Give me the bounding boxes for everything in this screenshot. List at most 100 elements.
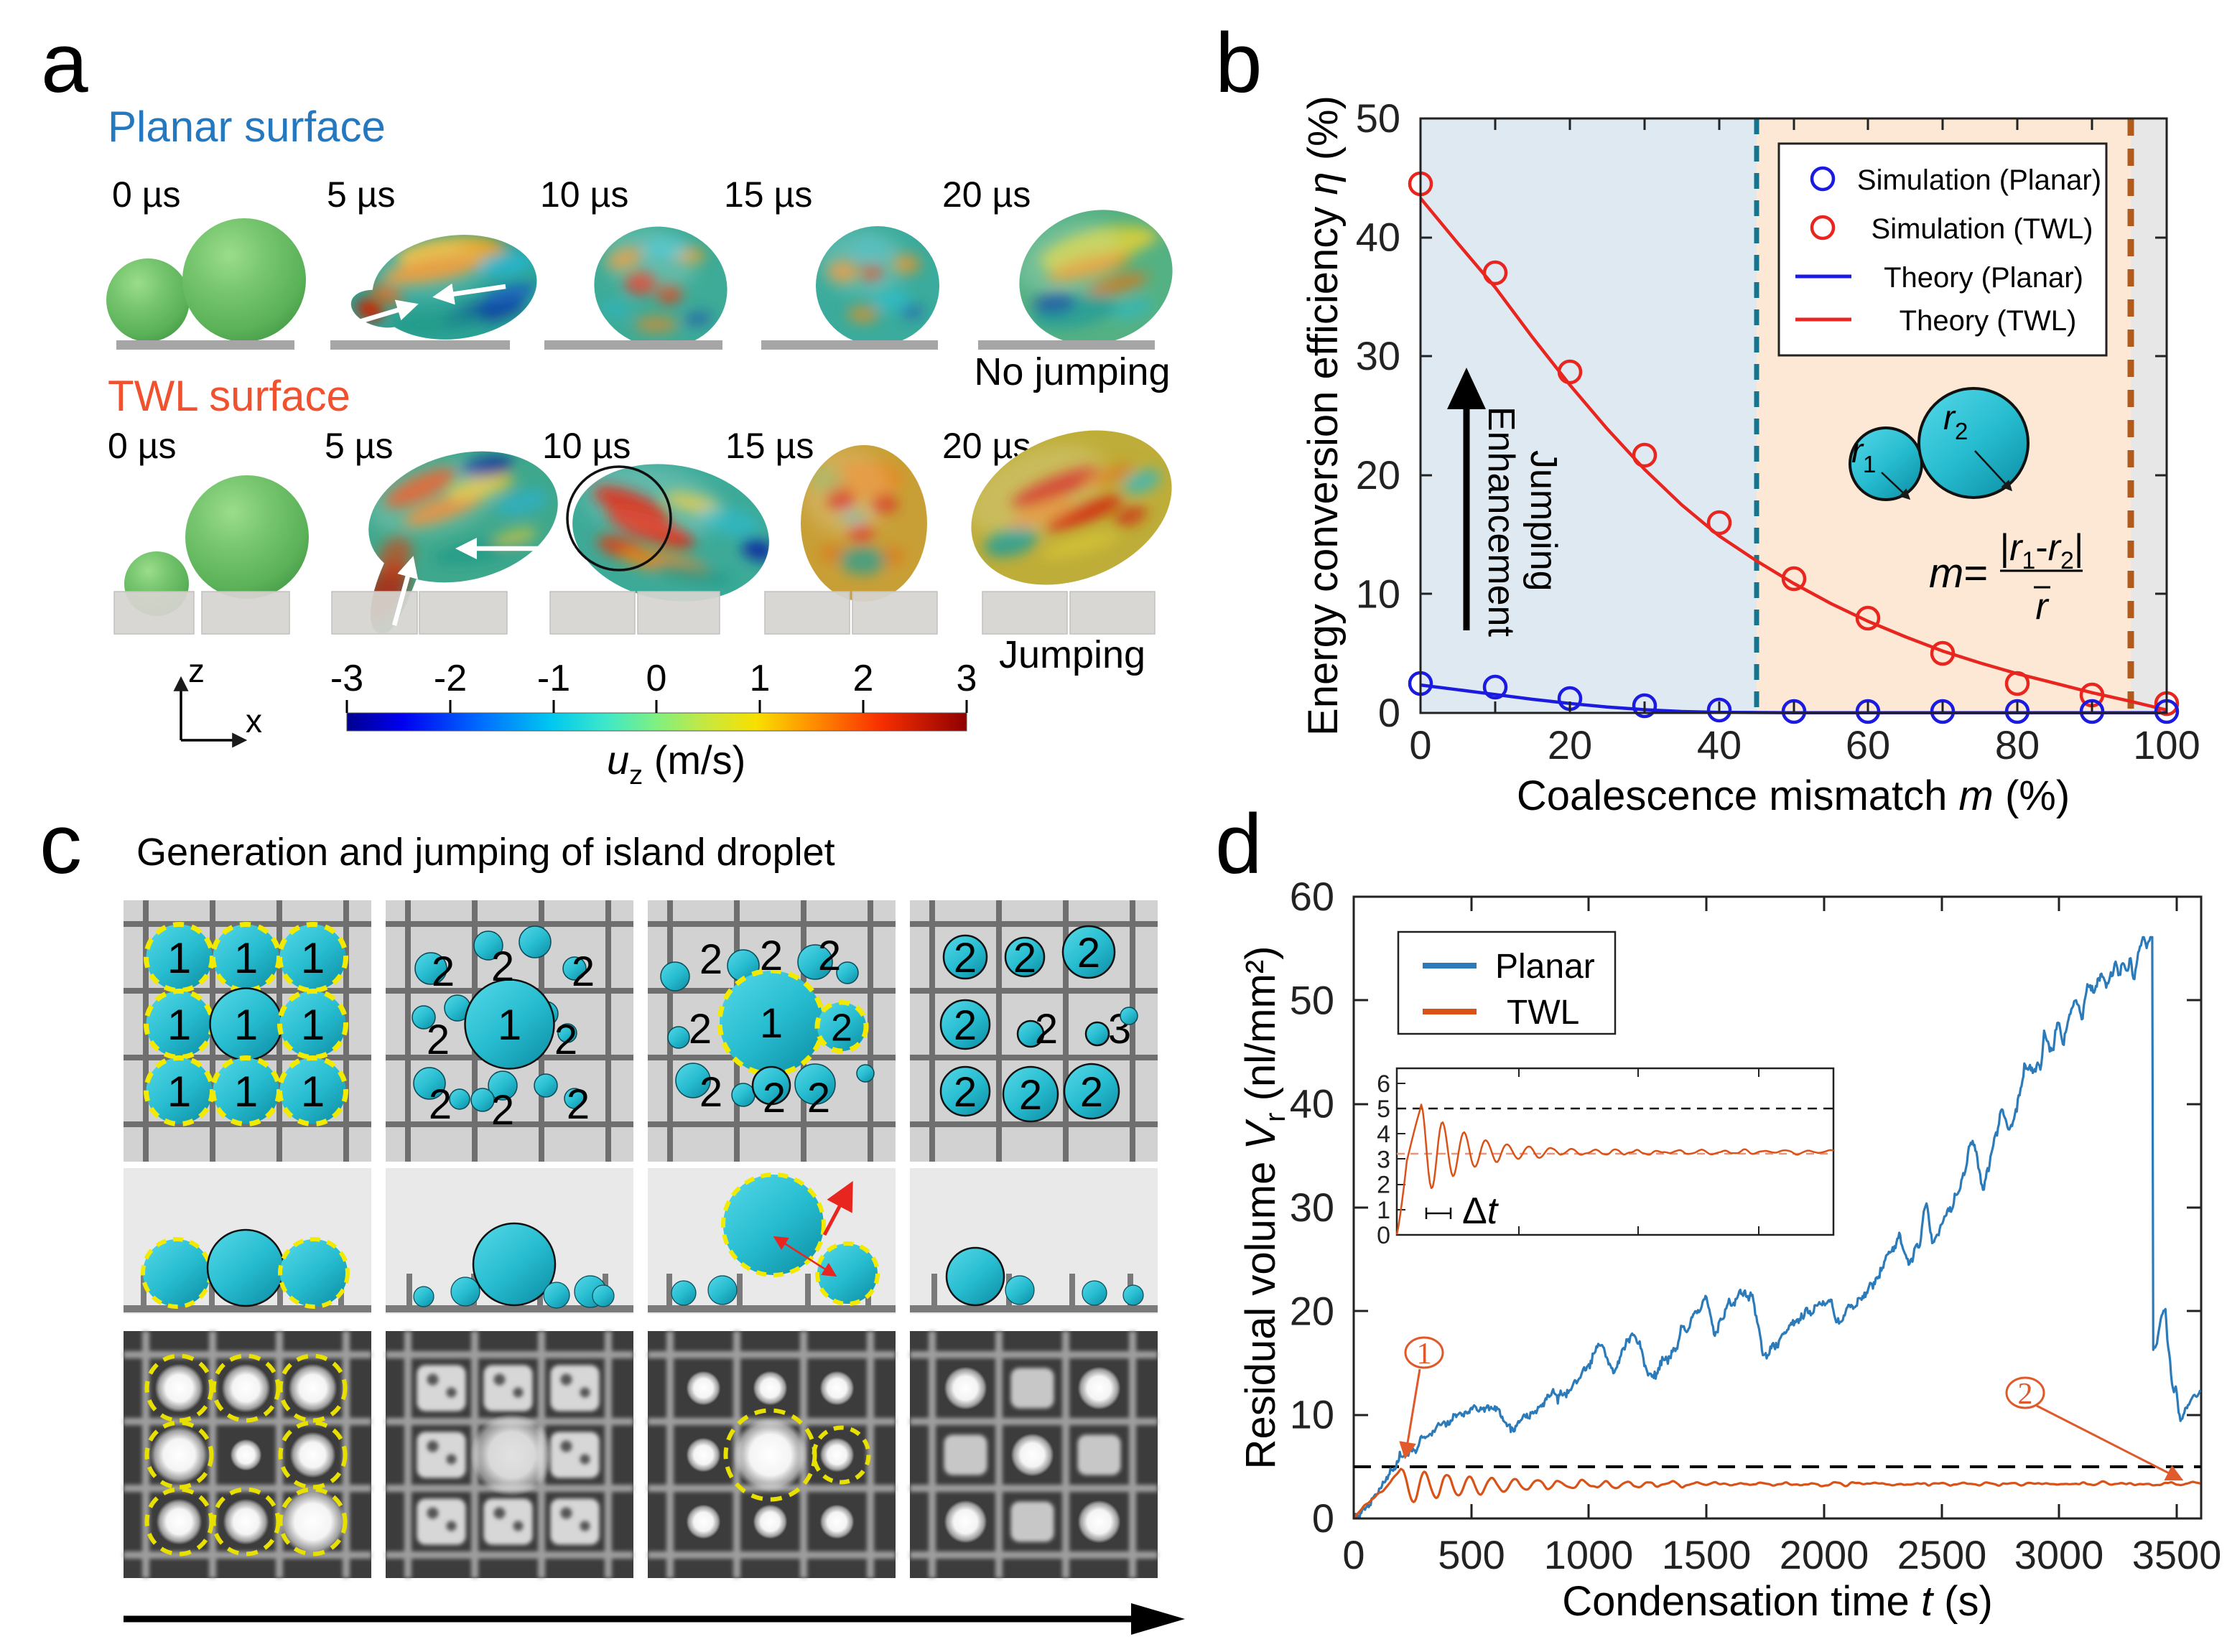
svg-text:3000: 3000	[2014, 1532, 2104, 1577]
svg-text:2: 2	[432, 948, 455, 995]
svg-text:Enhancement: Enhancement	[1480, 406, 1522, 637]
svg-text:2: 2	[1080, 1069, 1103, 1116]
svg-text:10 µs: 10 µs	[540, 174, 628, 215]
svg-text:40: 40	[1290, 1081, 1334, 1126]
svg-text:1000: 1000	[1544, 1532, 1634, 1577]
svg-text:Theory (Planar): Theory (Planar)	[1884, 262, 2083, 294]
svg-text:2: 2	[1077, 930, 1100, 976]
svg-text:2: 2	[429, 1081, 452, 1128]
svg-text:Simulation (TWL): Simulation (TWL)	[1872, 213, 2093, 245]
svg-text:3: 3	[1377, 1146, 1390, 1173]
svg-text:100: 100	[2133, 722, 2200, 767]
svg-text:500: 500	[1438, 1532, 1505, 1577]
svg-text:20: 20	[1290, 1288, 1334, 1333]
svg-text:2: 2	[1035, 1006, 1058, 1053]
svg-text:r2: r2	[1943, 399, 1968, 444]
svg-text:1: 1	[167, 1001, 191, 1049]
svg-text:Generation and jumping of isla: Generation and jumping of island droplet	[136, 831, 835, 874]
svg-text:z: z	[188, 652, 205, 689]
svg-text:Energy conversion efficiency η: Energy conversion efficiency η (%)	[1300, 95, 1347, 736]
svg-text:1: 1	[167, 934, 191, 982]
svg-text:1: 1	[760, 1000, 783, 1047]
svg-text:10: 10	[1290, 1392, 1334, 1437]
svg-text:2: 2	[1013, 935, 1036, 981]
svg-text:a: a	[41, 16, 88, 111]
svg-text:3: 3	[957, 658, 977, 699]
svg-text:No jumping: No jumping	[974, 350, 1170, 393]
svg-text:1500: 1500	[1662, 1532, 1752, 1577]
svg-text:2500: 2500	[1897, 1532, 1987, 1577]
svg-text:1: 1	[301, 934, 325, 982]
svg-text:2: 2	[491, 943, 514, 990]
svg-text:2: 2	[699, 1069, 722, 1116]
svg-text:Theory (TWL): Theory (TWL)	[1900, 305, 2077, 337]
svg-text:Planar: Planar	[1495, 948, 1595, 986]
svg-text:50: 50	[1356, 95, 1400, 141]
svg-text:15 µs: 15 µs	[724, 174, 812, 215]
svg-text:0: 0	[646, 658, 667, 699]
svg-text:x: x	[246, 702, 262, 739]
svg-text:TWL surface: TWL surface	[108, 372, 350, 420]
svg-text:1: 1	[301, 1068, 325, 1116]
svg-text:1: 1	[167, 1068, 191, 1116]
svg-text:4: 4	[1377, 1121, 1390, 1148]
svg-text:r1: r1	[1851, 432, 1876, 477]
svg-text:Condensation time t (s): Condensation time t (s)	[1562, 1578, 1993, 1625]
svg-text:0: 0	[1378, 690, 1400, 735]
svg-text:Residual volume Vr (nl/mm²): Residual volume Vr (nl/mm²)	[1237, 946, 1291, 1470]
svg-text:-3: -3	[330, 658, 363, 699]
svg-text:Coalescence mismatch m (%): Coalescence mismatch m (%)	[1517, 773, 2070, 819]
svg-text:2: 2	[763, 1075, 786, 1121]
svg-text:0 µs: 0 µs	[112, 174, 181, 215]
svg-text:1: 1	[234, 934, 258, 982]
svg-text:0: 0	[1342, 1532, 1364, 1577]
svg-text:Simulation (Planar): Simulation (Planar)	[1857, 164, 2101, 196]
svg-text:2: 2	[831, 1006, 852, 1049]
svg-text:Jumping: Jumping	[1522, 450, 1564, 592]
svg-text:Δt: Δt	[1462, 1190, 1500, 1232]
svg-text:Jumping: Jumping	[999, 633, 1145, 676]
svg-text:10: 10	[1356, 571, 1400, 616]
svg-text:5 µs: 5 µs	[325, 426, 394, 466]
svg-text:0: 0	[1377, 1222, 1390, 1249]
svg-text:2: 2	[1377, 1172, 1390, 1199]
svg-text:2: 2	[2018, 1378, 2033, 1411]
svg-text:2: 2	[760, 933, 783, 979]
svg-text:80: 80	[1995, 722, 2040, 767]
svg-text:d: d	[1215, 797, 1263, 892]
svg-text:2: 2	[554, 1017, 577, 1063]
svg-text:5: 5	[1377, 1096, 1390, 1123]
svg-text:30: 30	[1356, 333, 1400, 378]
svg-text:-1: -1	[537, 658, 570, 699]
svg-text:2: 2	[954, 1069, 977, 1116]
svg-text:2: 2	[954, 935, 977, 981]
svg-text:40: 40	[1697, 722, 1742, 767]
svg-text:0 µs: 0 µs	[108, 426, 177, 466]
svg-text:40: 40	[1356, 215, 1400, 260]
svg-text:1: 1	[750, 658, 771, 699]
svg-text:-2: -2	[434, 658, 467, 699]
svg-text:Planar surface: Planar surface	[108, 103, 386, 151]
svg-text:2000: 2000	[1780, 1532, 1869, 1577]
svg-text:50: 50	[1290, 977, 1334, 1022]
svg-text:1: 1	[1377, 1197, 1390, 1224]
svg-text:c: c	[39, 797, 82, 892]
svg-text:2: 2	[699, 936, 722, 983]
svg-text:1: 1	[234, 1068, 258, 1116]
svg-text:30: 30	[1290, 1185, 1334, 1230]
svg-text:uz (m/s): uz (m/s)	[607, 737, 745, 790]
svg-text:b: b	[1215, 16, 1263, 111]
svg-text:2: 2	[853, 658, 874, 699]
svg-text:2: 2	[954, 1002, 977, 1049]
svg-text:1: 1	[301, 1001, 325, 1049]
svg-text:m=: m=	[1929, 550, 1988, 597]
svg-text:2: 2	[1019, 1072, 1042, 1119]
svg-text:2: 2	[572, 948, 595, 995]
svg-text:15 µs: 15 µs	[725, 426, 814, 466]
svg-text:1: 1	[1417, 1338, 1432, 1371]
svg-text:5 µs: 5 µs	[327, 174, 396, 215]
svg-text:10 µs: 10 µs	[542, 426, 631, 466]
svg-text:2: 2	[818, 933, 841, 979]
svg-text:60: 60	[1290, 874, 1334, 919]
svg-text:1: 1	[498, 1001, 521, 1049]
